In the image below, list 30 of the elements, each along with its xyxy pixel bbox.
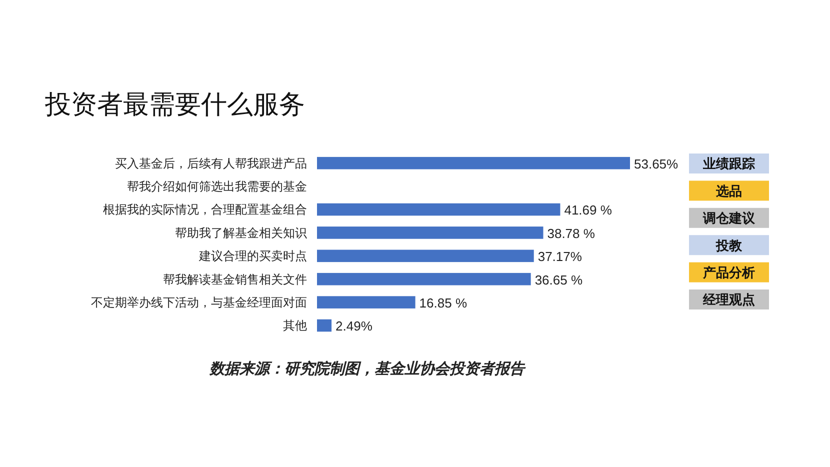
y-tick-label: 买入基金后，后续有人帮我跟进产品 bbox=[115, 156, 307, 170]
data-label: 36.65 % bbox=[534, 272, 583, 288]
tag-chip: 经理观点 bbox=[689, 290, 769, 310]
tag-chip: 产品分析 bbox=[689, 262, 769, 282]
tag-chip: 业绩跟踪 bbox=[689, 154, 769, 174]
tag-chip: 选品 bbox=[689, 180, 769, 201]
y-tick-label: 不定期举办线下活动，与基金经理面对面 bbox=[91, 296, 307, 310]
y-tick-label: 建议合理的买卖时点 bbox=[198, 249, 307, 264]
data-label: 53.65% bbox=[634, 156, 679, 172]
data-label: 37.17% bbox=[538, 249, 582, 264]
bar bbox=[317, 272, 531, 286]
y-tick-label: 根据我的实际情况，合理配置基金组合 bbox=[103, 202, 307, 217]
tag-chip: 投教 bbox=[689, 235, 769, 256]
y-tick-label: 帮我解读基金销售相关文件 bbox=[163, 272, 307, 286]
bar bbox=[317, 226, 544, 239]
y-tick-label: 帮我介绍如何筛选出我需要的基金 bbox=[127, 180, 307, 194]
y-tick-label: 帮助我了解基金相关知识 bbox=[175, 226, 307, 240]
chart-title: 投资者最需要什么服务 bbox=[44, 89, 305, 119]
tag-chip: 调仓建议 bbox=[689, 208, 769, 228]
bar bbox=[317, 203, 560, 216]
bar bbox=[317, 296, 416, 308]
data-label: 16.85 % bbox=[419, 296, 468, 310]
bar bbox=[317, 156, 630, 170]
source-note: 数据来源：研究院制图，基金业协会投资者报告 bbox=[208, 359, 526, 378]
y-tick-label: 其他 bbox=[283, 318, 307, 333]
bar bbox=[317, 250, 534, 262]
data-label: 38.78 % bbox=[547, 226, 596, 241]
data-label: 2.49% bbox=[336, 318, 373, 334]
bar bbox=[317, 319, 332, 332]
data-label: 41.69 % bbox=[564, 202, 612, 218]
